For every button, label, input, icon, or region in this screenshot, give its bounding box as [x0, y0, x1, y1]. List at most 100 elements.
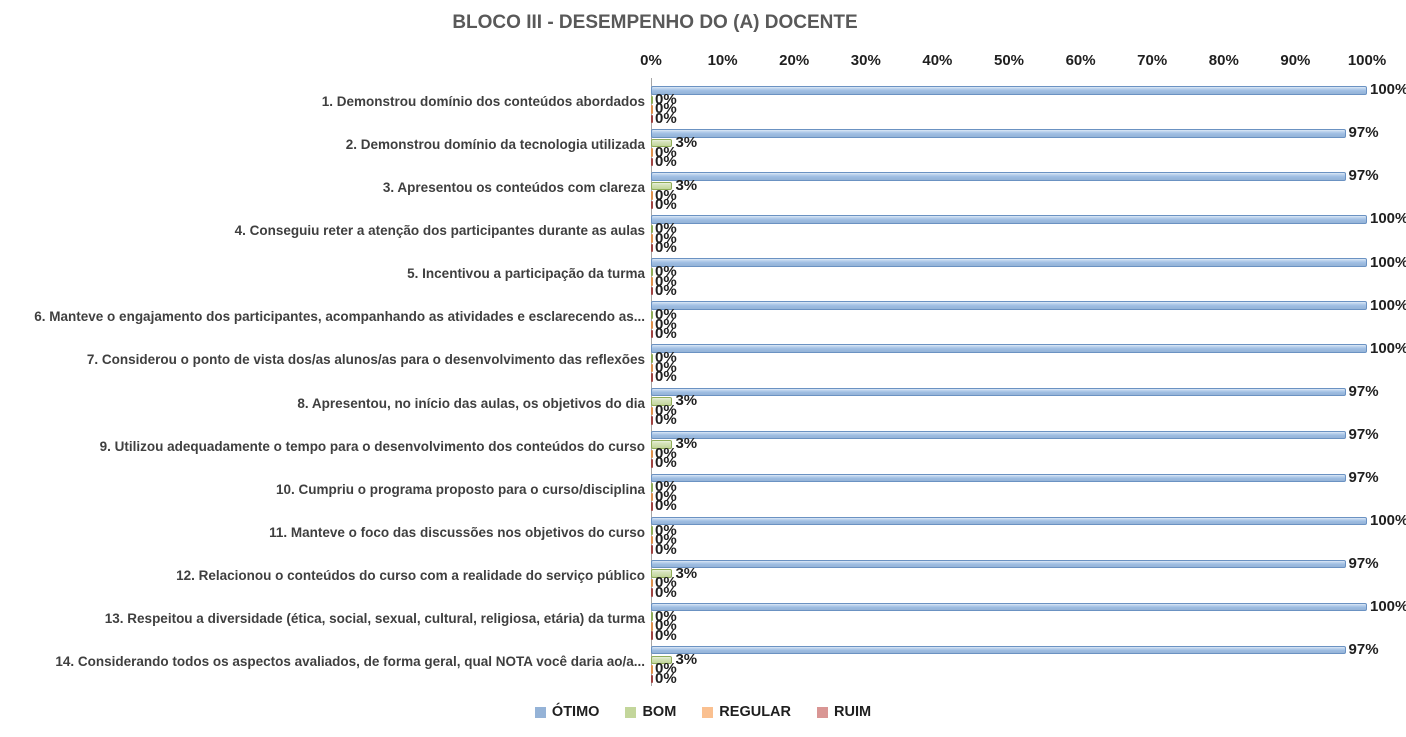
x-axis-tick-label: 80%: [1208, 52, 1239, 69]
value-label: 100%: [1370, 339, 1406, 357]
value-label: 97%: [1348, 124, 1379, 142]
category-label: 1. Demonstrou domínio dos conteúdos abor…: [321, 94, 645, 110]
bar-bom: [651, 526, 653, 535]
category-label: 10. Cumpriu o programa proposto para o c…: [275, 481, 645, 497]
bar-ótimo: [651, 602, 1367, 612]
value-label: 100%: [1370, 210, 1406, 228]
bar-bom: [651, 310, 653, 320]
value-label: 0%: [655, 488, 677, 506]
value-label: 0%: [655, 152, 677, 170]
legend-swatch-icon: [534, 706, 546, 718]
bar-regular: [651, 363, 653, 373]
x-axis-tick-label: 30%: [850, 52, 881, 69]
bar-bom: [651, 354, 653, 363]
x-axis-tick-label: 70%: [1137, 52, 1168, 69]
legend-label: ÓTIMO: [551, 704, 600, 720]
value-label: 100%: [1370, 296, 1406, 314]
category-label: 8. Apresentou, no início das aulas, os o…: [297, 395, 645, 411]
x-axis-tick-label: 50%: [993, 52, 1025, 69]
bar-regular: [651, 320, 653, 330]
x-axis-tick-label: 60%: [1065, 52, 1096, 69]
category-label: 2. Demonstrou domínio da tecnologia util…: [345, 137, 645, 153]
bar-ruim: [651, 545, 653, 554]
value-label: 0%: [655, 263, 677, 281]
value-label: 100%: [1370, 253, 1406, 271]
value-label: 3%: [675, 176, 698, 194]
bar-ruim: [651, 329, 653, 339]
bar-bom: [651, 95, 653, 105]
x-axis-tick-label: 40%: [922, 52, 953, 69]
bar-ruim: [651, 631, 653, 640]
category-label: 11. Manteve o foco das discussões nos ob…: [269, 524, 645, 540]
bar-bom: [651, 655, 673, 665]
value-label: 3%: [675, 435, 698, 453]
category-label: 4. Conseguiu reter a atenção dos partici…: [234, 223, 645, 239]
value-label: 3%: [675, 133, 698, 151]
bar-ruim: [651, 200, 653, 210]
legend-item-bom: BOM: [625, 704, 676, 720]
value-label: 0%: [655, 186, 677, 204]
bar-ruim: [651, 114, 653, 124]
x-axis-tick-label: 100%: [1347, 52, 1387, 69]
value-label: 0%: [655, 583, 677, 601]
legend: ÓTIMO BOM REGULAR RUIM: [0, 704, 1406, 720]
value-label: 0%: [655, 454, 677, 472]
value-label: 0%: [655, 349, 677, 367]
bar-ruim: [651, 157, 653, 167]
value-label: 0%: [655, 617, 677, 635]
value-label: 0%: [655, 411, 677, 429]
value-label: 0%: [655, 325, 677, 343]
bar-ruim: [651, 459, 653, 468]
value-label: 0%: [655, 574, 677, 592]
bar-bom: [651, 267, 653, 277]
bar-regular: [651, 148, 653, 157]
value-label: 0%: [655, 239, 677, 257]
value-label: 97%: [1348, 425, 1379, 443]
value-label: 0%: [655, 109, 677, 127]
value-label: 0%: [655, 220, 677, 238]
bar-regular: [651, 492, 653, 502]
bar-ótimo: [651, 172, 1346, 181]
chart-title: BLOCO III - DESEMPENHO DO (A) DOCENTE: [452, 12, 858, 33]
value-label: 0%: [655, 272, 677, 290]
value-label: 100%: [1370, 511, 1406, 529]
bar-ótimo: [651, 473, 1346, 483]
bar-regular: [651, 622, 653, 631]
legend-label: BOM: [642, 704, 677, 720]
value-label: 0%: [655, 315, 677, 333]
value-label: 0%: [655, 540, 677, 558]
bar-bom: [651, 224, 653, 234]
bar-regular: [651, 105, 653, 114]
value-label: 0%: [655, 358, 677, 376]
legend-item-regular: REGULAR: [702, 704, 791, 720]
category-label: 13. Respeitou a diversidade (ética, soci…: [104, 610, 645, 626]
bar-ótimo: [651, 559, 1346, 569]
bar-ótimo: [651, 430, 1346, 440]
bar-ruim: [651, 416, 653, 425]
value-label: 0%: [655, 626, 677, 644]
category-label: 12. Relacionou o conteúdos do curso com …: [176, 567, 645, 583]
category-label: 7. Considerou o ponto de vista dos/as al…: [86, 352, 645, 368]
value-label: 0%: [655, 521, 677, 539]
value-label: 0%: [655, 669, 677, 687]
bar-ruim: [651, 588, 653, 597]
bar-regular: [651, 665, 653, 674]
value-label: 0%: [655, 282, 677, 300]
bar-regular: [651, 535, 653, 545]
value-label: 0%: [655, 660, 677, 678]
bar-regular: [651, 234, 653, 243]
value-label: 0%: [655, 90, 677, 108]
bar-ótimo: [651, 301, 1367, 310]
value-label: 0%: [655, 531, 677, 549]
legend-label: REGULAR: [719, 704, 791, 720]
bar-ótimo: [651, 344, 1367, 353]
bar-ruim: [651, 286, 653, 296]
x-axis-tick-label: 20%: [779, 52, 810, 69]
value-label: 0%: [655, 100, 677, 118]
value-label: 0%: [655, 607, 677, 625]
value-label: 0%: [655, 306, 677, 324]
x-axis-tick-label: 0%: [640, 52, 662, 69]
value-label: 3%: [675, 564, 698, 582]
bar-regular: [651, 449, 653, 459]
